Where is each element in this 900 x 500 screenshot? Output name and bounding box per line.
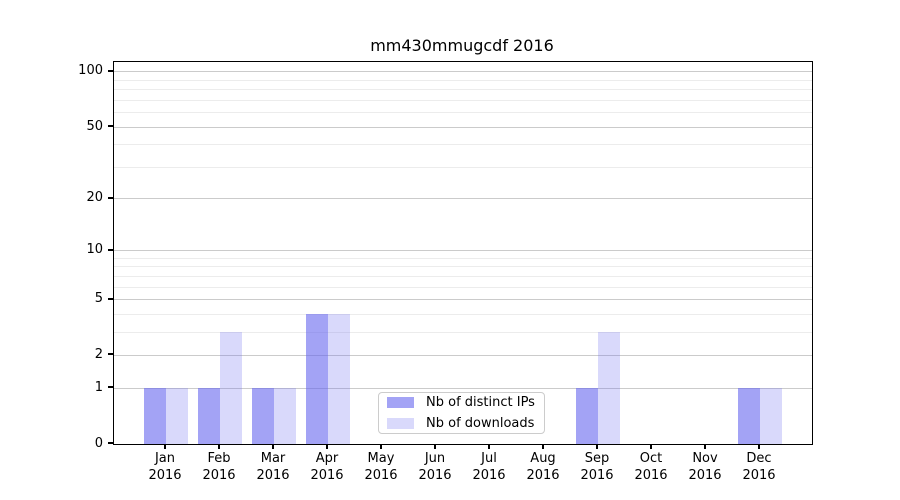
bar-apr-distinct-ips [306, 314, 328, 444]
legend-swatch-downloads [387, 418, 414, 429]
bar-jan-distinct-ips [144, 388, 166, 444]
bar-sep-distinct-ips [576, 388, 598, 444]
x-tick-label-may: May 2016 [364, 451, 398, 483]
x-tick-label-mar: Mar 2016 [256, 451, 290, 483]
x-tick-mark [164, 444, 166, 449]
y-tick-mark [108, 297, 113, 300]
y-tick-mark [108, 353, 113, 356]
gridline-20 [114, 198, 812, 200]
x-tick-label-oct: Oct 2016 [634, 451, 668, 483]
legend-swatch-distinct-ips [387, 397, 414, 408]
x-tick-label-apr: Apr 2016 [310, 451, 344, 483]
legend-label-downloads: Nb of downloads [426, 416, 535, 431]
x-tick-mark [596, 444, 598, 449]
x-tick-label-feb: Feb 2016 [202, 451, 236, 483]
gridline-1 [114, 387, 812, 389]
x-tick-mark [272, 444, 274, 449]
x-tick-mark [758, 444, 760, 449]
legend: Nb of distinct IPs Nb of downloads [378, 392, 545, 434]
gridline-40 [114, 144, 812, 146]
gridline-8 [114, 266, 812, 268]
gridline-100 [114, 71, 812, 73]
gridline-10 [114, 250, 812, 252]
x-tick-mark [380, 444, 382, 449]
y-tick-label: 20 [86, 190, 103, 206]
bar-feb-downloads [220, 332, 242, 444]
gridline-5 [114, 299, 812, 301]
plot-area [113, 61, 813, 445]
gridline-9 [114, 257, 812, 259]
gridline-6 [114, 286, 812, 288]
legend-row: Nb of downloads [387, 416, 544, 431]
x-tick-label-jul: Jul 2016 [472, 451, 506, 483]
legend-row: Nb of distinct IPs [387, 395, 544, 410]
gridline-80 [114, 89, 812, 91]
x-tick-label-sep: Sep 2016 [580, 451, 614, 483]
y-tick-mark [108, 442, 113, 444]
y-tick-label: 100 [78, 63, 103, 79]
x-tick-mark [218, 444, 220, 449]
x-tick-label-dec: Dec 2016 [742, 451, 776, 483]
gridline-90 [114, 79, 812, 81]
bar-mar-downloads [274, 388, 296, 444]
gridline-2 [114, 354, 812, 356]
x-tick-mark [704, 444, 706, 449]
legend-label-distinct-ips: Nb of distinct IPs [426, 395, 535, 410]
y-tick-mark [108, 125, 113, 128]
bar-mar-distinct-ips [252, 388, 274, 444]
x-tick-label-aug: Aug 2016 [526, 451, 560, 483]
gridline-60 [114, 112, 812, 114]
gridline-30 [114, 166, 812, 168]
x-tick-label-nov: Nov 2016 [688, 451, 722, 483]
bar-apr-downloads [328, 314, 350, 444]
x-tick-mark [326, 444, 328, 449]
bar-dec-downloads [760, 388, 782, 444]
gridline-3 [114, 331, 812, 333]
chart-title: mm430mmugcdf 2016 [370, 36, 554, 55]
gridline-7 [114, 275, 812, 277]
y-tick-label: 5 [94, 291, 103, 307]
x-tick-mark [650, 444, 652, 449]
y-tick-mark [108, 386, 113, 389]
x-tick-mark [542, 444, 544, 449]
y-tick-label: 1 [94, 379, 103, 395]
bar-sep-downloads [598, 332, 620, 444]
gridline-50 [114, 126, 812, 128]
bar-jan-downloads [166, 388, 188, 444]
y-tick-label: 10 [86, 242, 103, 258]
y-tick-mark [108, 248, 113, 251]
x-tick-label-jan: Jan 2016 [148, 451, 182, 483]
bar-feb-distinct-ips [198, 388, 220, 444]
x-tick-mark [434, 444, 436, 449]
x-tick-mark [488, 444, 490, 449]
y-tick-mark [108, 196, 113, 199]
x-tick-label-jun: Jun 2016 [418, 451, 452, 483]
y-tick-label: 0 [94, 435, 103, 451]
y-tick-label: 2 [94, 346, 103, 362]
y-tick-mark [108, 69, 113, 72]
bar-dec-distinct-ips [738, 388, 760, 444]
y-tick-label: 50 [86, 118, 103, 134]
gridline-70 [114, 99, 812, 101]
gridline-4 [114, 313, 812, 315]
